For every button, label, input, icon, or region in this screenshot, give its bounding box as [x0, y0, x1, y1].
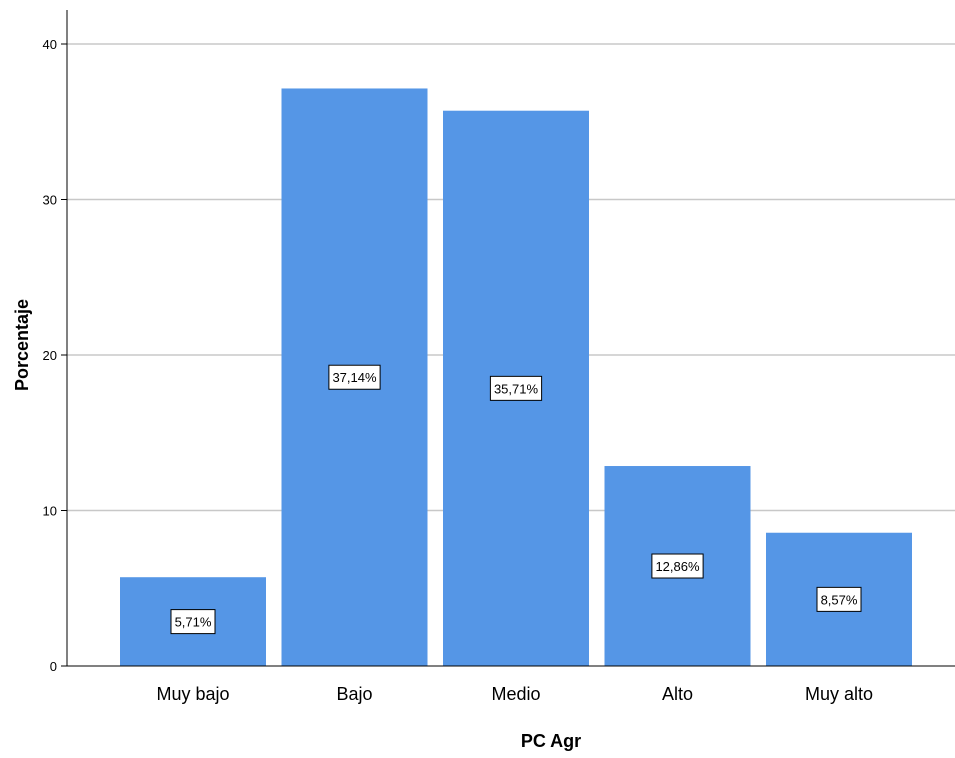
y-tick-label: 10: [43, 504, 57, 519]
y-tick-labels: 0 10 20 30 40: [43, 37, 67, 674]
x-category-label: Muy bajo: [156, 684, 229, 704]
x-category-labels: Muy bajo Bajo Medio Alto Muy alto: [156, 684, 873, 704]
x-axis-title: PC Agr: [521, 731, 581, 751]
y-tick-label: 20: [43, 348, 57, 363]
data-label: 8,57%: [817, 587, 861, 611]
data-label-text: 37,14%: [332, 370, 377, 385]
data-label: 12,86%: [652, 554, 703, 578]
data-label-text: 8,57%: [821, 592, 858, 607]
x-category-label: Alto: [662, 684, 693, 704]
data-label-text: 5,71%: [175, 615, 212, 630]
data-label-text: 35,71%: [494, 381, 539, 396]
data-label: 35,71%: [490, 376, 541, 400]
x-category-label: Muy alto: [805, 684, 873, 704]
x-category-label: Bajo: [336, 684, 372, 704]
data-label-text: 12,86%: [655, 559, 700, 574]
x-category-label: Medio: [491, 684, 540, 704]
y-tick-label: 40: [43, 37, 57, 52]
data-label: 37,14%: [329, 365, 380, 389]
y-axis-title: Porcentaje: [12, 299, 32, 391]
y-tick-label: 30: [43, 193, 57, 208]
y-tick-label: 0: [50, 659, 57, 674]
data-label: 5,71%: [171, 610, 215, 634]
